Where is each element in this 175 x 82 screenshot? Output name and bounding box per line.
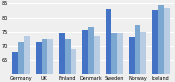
Bar [24,36,30,82]
Bar [47,39,53,82]
Bar [111,33,117,82]
Bar [59,33,65,82]
Bar [152,10,158,82]
Bar [18,42,24,82]
Bar [129,37,135,82]
Bar [135,25,141,82]
Bar [158,5,164,82]
Bar [71,49,76,82]
Bar [141,32,146,82]
Bar [65,39,71,82]
Bar [106,9,111,82]
Bar [36,42,41,82]
Bar [164,8,170,82]
Bar [88,27,94,82]
Bar [82,30,88,82]
Bar [94,36,100,82]
Bar [41,39,47,82]
Bar [117,33,123,82]
Bar [12,52,18,82]
